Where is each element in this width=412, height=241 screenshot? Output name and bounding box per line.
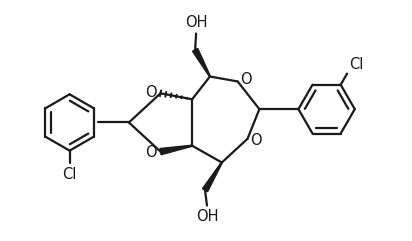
Polygon shape [160, 145, 192, 155]
Text: O: O [241, 72, 252, 87]
Text: Cl: Cl [349, 57, 363, 72]
Polygon shape [192, 48, 211, 77]
Text: Cl: Cl [62, 167, 77, 182]
Text: O: O [145, 145, 157, 160]
Polygon shape [202, 162, 222, 192]
Text: OH: OH [196, 209, 218, 224]
Text: OH: OH [185, 14, 207, 30]
Text: O: O [145, 85, 157, 100]
Text: O: O [250, 133, 262, 148]
